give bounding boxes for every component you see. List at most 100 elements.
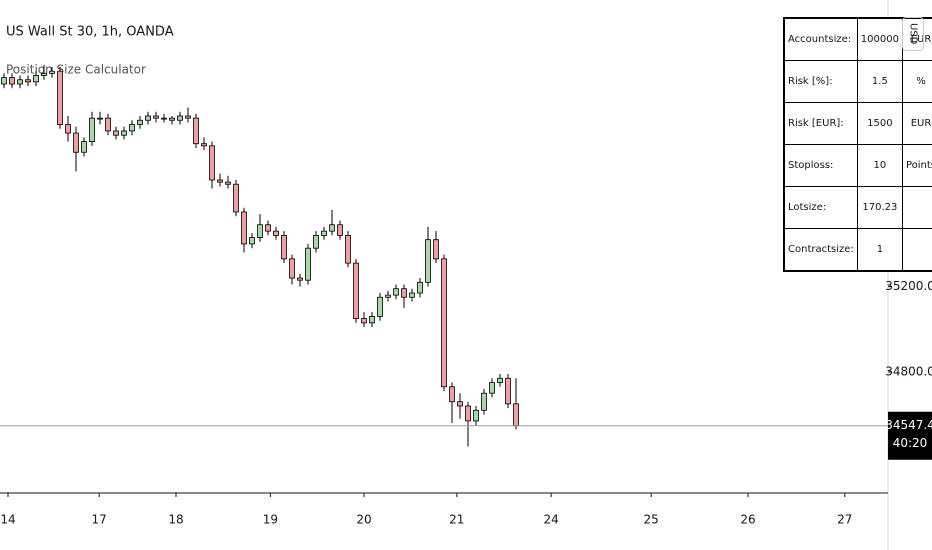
candle-body <box>73 132 79 153</box>
candle-body <box>145 115 151 121</box>
table-cell: Risk [EUR]: <box>783 102 858 145</box>
candle-body <box>153 115 159 119</box>
candle-body <box>337 224 343 236</box>
candle-body <box>129 124 135 132</box>
candle-body <box>489 382 495 394</box>
table-cell: 1500 <box>856 102 903 145</box>
x-tick-label: 18 <box>168 513 183 527</box>
candle-body <box>497 377 503 383</box>
table-cell: EUR <box>901 17 932 61</box>
table-cell: Stoploss: <box>783 144 858 187</box>
position-table: Accountsize: 100000 EUR Risk [%]: 1.5% Risk [… <box>783 17 932 272</box>
candle-body <box>193 117 199 145</box>
table-row: Risk [%]: 1.5% <box>783 60 932 103</box>
candle-body <box>257 224 263 238</box>
candle-body <box>273 230 279 236</box>
table-cell: 170.23 <box>856 186 903 229</box>
x-tick-label: 27 <box>837 513 852 527</box>
candle-body <box>329 224 335 232</box>
candle-body <box>409 292 415 298</box>
x-tick-label: 25 <box>644 513 659 527</box>
candle-body <box>233 183 239 213</box>
y-tick-label: 35200.0 <box>885 279 932 293</box>
candle-body <box>433 239 439 260</box>
candle-body <box>289 258 295 279</box>
candle-body <box>505 377 511 405</box>
candle-body <box>177 115 183 121</box>
candle-body <box>249 237 255 245</box>
candle-body <box>401 288 407 298</box>
table-cell <box>901 228 932 272</box>
table-cell <box>901 186 932 229</box>
table-row: Stoploss:10Points <box>783 144 932 187</box>
candle-body <box>473 409 479 422</box>
candle-body <box>457 401 463 407</box>
table-cell: 100000 <box>856 17 903 61</box>
table-cell: Lotsize: <box>783 186 858 229</box>
table-cell: 1 <box>856 228 903 272</box>
candle-body <box>113 130 119 136</box>
x-tick-label: 26 <box>740 513 755 527</box>
candle-body <box>9 77 15 85</box>
candle-body <box>241 211 247 245</box>
candle-body <box>481 392 487 411</box>
table-row: Risk [EUR]: 1500 EUR <box>783 102 932 145</box>
table-row: Accountsize: 100000 EUR <box>783 17 932 61</box>
x-tick-label: 14 <box>0 513 15 527</box>
candle-body <box>417 281 423 294</box>
candle-body <box>89 117 95 142</box>
candle-body <box>393 288 399 296</box>
table-cell: Contractsize: <box>783 228 858 272</box>
candle-body <box>353 262 359 319</box>
candle-body <box>41 72 47 76</box>
table-cell: Points <box>901 144 932 187</box>
candle-body <box>65 124 71 134</box>
candle-body <box>425 239 431 283</box>
table-cell: Accountsize: <box>783 17 858 61</box>
candle-body <box>49 70 55 74</box>
table-cell: EUR <box>901 102 932 145</box>
table-cell: 10 <box>856 144 903 187</box>
candle-body <box>161 117 167 120</box>
candle-body <box>313 235 319 249</box>
candle-body <box>321 230 327 236</box>
candle-body <box>121 130 127 136</box>
candle-body <box>185 115 191 119</box>
table-cell: 1.5 <box>856 60 903 103</box>
candle-body <box>217 179 223 183</box>
candle-body <box>297 277 303 281</box>
candle-body <box>385 294 391 298</box>
table-cell: Risk [%]: <box>783 60 858 103</box>
candle-body <box>201 143 207 147</box>
candle-body <box>97 117 103 120</box>
x-tick-label: 20 <box>356 513 371 527</box>
currency-button[interactable]: USD <box>902 17 924 51</box>
candle-body <box>33 75 39 83</box>
candle-body <box>345 235 351 264</box>
last-price-box <box>888 411 932 460</box>
candle-body <box>137 119 143 125</box>
y-tick-label: 34800.0 <box>885 364 932 378</box>
candle-body <box>465 405 471 422</box>
candle-body <box>449 386 455 403</box>
last-price-label: 34547.4 <box>885 418 932 432</box>
candle-body <box>25 79 31 83</box>
candle-body <box>305 247 311 281</box>
indicator-name: Position Size Calculator <box>6 63 146 77</box>
candle-body <box>441 258 447 388</box>
candle-body <box>105 117 111 132</box>
candle-body <box>369 316 375 324</box>
candle-body <box>377 296 383 317</box>
candle-body <box>281 235 287 260</box>
candle-body <box>1 77 7 85</box>
candle-body <box>361 318 367 324</box>
x-tick-label: 17 <box>92 513 107 527</box>
candle-body <box>57 70 63 125</box>
candle-body <box>225 181 231 185</box>
table-row: Contractsize: 1 <box>783 228 932 272</box>
x-tick-label: 19 <box>263 513 278 527</box>
candle-body <box>209 145 215 181</box>
table-row: Lotsize: 170.23 <box>783 186 932 229</box>
candle-body <box>169 117 175 121</box>
